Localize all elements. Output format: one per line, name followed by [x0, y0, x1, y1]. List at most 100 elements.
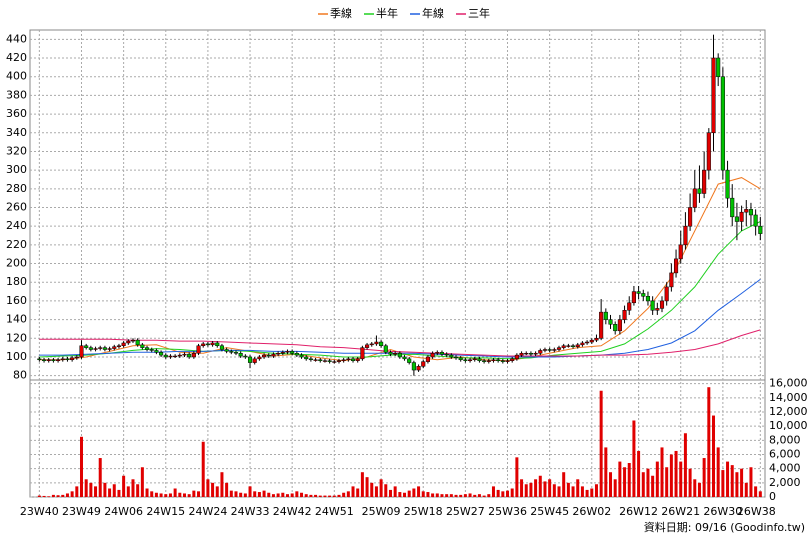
candle-body — [65, 358, 70, 361]
y-tick-label: 220 — [6, 238, 27, 251]
candle-body — [140, 344, 145, 348]
volume-bar — [604, 447, 608, 497]
candle-body — [716, 57, 721, 77]
volume-bar — [98, 458, 102, 497]
volume-bar — [585, 489, 589, 497]
candle-body — [589, 339, 594, 343]
volume-bar — [384, 484, 388, 497]
volume-bar — [435, 493, 439, 497]
volume-bar — [740, 468, 744, 497]
candle-body — [753, 214, 758, 227]
candle-body — [683, 225, 688, 246]
candle-body — [327, 360, 332, 362]
volume-bar — [332, 495, 336, 497]
y-tick-label: 300 — [6, 163, 27, 176]
volume-bar — [220, 472, 224, 497]
candle-body — [571, 345, 576, 347]
legend-label: 年線 — [422, 6, 444, 20]
candle-body — [435, 352, 440, 354]
candle-body — [280, 352, 285, 354]
candle-body — [360, 347, 365, 360]
candle-body — [599, 311, 604, 339]
volume-bar — [346, 491, 350, 497]
candle-body — [98, 347, 103, 349]
x-tick-label: 24W06 — [104, 505, 143, 518]
volume-bar — [75, 486, 79, 497]
volume-bar — [473, 494, 477, 497]
volume-bar — [693, 479, 697, 497]
volume-bar — [94, 486, 98, 497]
volume-bar — [154, 492, 158, 497]
volume-bar — [136, 484, 140, 497]
x-tick-label: 26W30 — [703, 505, 742, 518]
volume-bar — [257, 492, 261, 497]
volume-bar — [122, 475, 126, 497]
volume-bar — [379, 479, 383, 497]
candle-body — [341, 359, 346, 361]
x-tick-label: 23W49 — [62, 505, 101, 518]
candle-body — [177, 354, 182, 357]
candle-body — [388, 352, 393, 355]
volume-bar — [393, 486, 397, 497]
ma-line — [39, 329, 761, 357]
candle-body — [102, 347, 107, 350]
candle-body — [70, 357, 75, 361]
volume-bar — [562, 472, 566, 497]
candle-body — [163, 354, 168, 358]
candle-body — [271, 353, 276, 357]
volume-bar — [37, 495, 41, 497]
candle-body — [491, 359, 496, 361]
volume-bar — [758, 491, 762, 497]
x-tick-label: 24W51 — [315, 505, 354, 518]
x-tick-label: 25W36 — [488, 505, 527, 518]
volume-bar — [351, 486, 355, 497]
ma-line — [39, 221, 761, 360]
volume-bar — [665, 467, 669, 497]
volume-bar — [365, 477, 369, 497]
candle-body — [730, 197, 735, 218]
volume-bar — [637, 450, 641, 497]
candle-body — [734, 216, 739, 222]
volume-bar — [295, 491, 299, 497]
y-tick-label: 360 — [6, 107, 27, 120]
volume-bar — [47, 496, 51, 497]
volume-bar — [496, 489, 500, 497]
volume-bar — [70, 491, 74, 497]
volume-bar — [697, 482, 701, 497]
volume-bar — [328, 495, 332, 497]
candle-body — [191, 352, 196, 358]
x-tick-label: 23W40 — [20, 505, 59, 518]
volume-bar — [314, 494, 318, 497]
candle-body — [669, 272, 674, 288]
volume-bar — [164, 494, 168, 497]
volume-bar — [103, 482, 107, 497]
candle-body — [46, 359, 51, 361]
volume-bar — [173, 488, 177, 497]
candle-body — [636, 291, 641, 294]
volume-bar — [538, 475, 542, 497]
candle-body — [758, 225, 763, 234]
volume-bar — [304, 494, 308, 497]
y2-tick-label: 2,000 — [769, 476, 801, 489]
volume-bar — [108, 488, 112, 497]
volume-bar — [150, 491, 154, 497]
volume-bar — [126, 486, 130, 497]
candle-body — [458, 357, 463, 361]
volume-bar — [56, 495, 60, 497]
candle-body — [393, 352, 398, 355]
candle-body — [257, 356, 262, 360]
candle-body — [233, 352, 239, 354]
volume-bar — [506, 490, 510, 497]
candle-body — [425, 356, 430, 362]
candle-body — [266, 354, 271, 357]
volume-bar — [253, 491, 257, 497]
y-tick-label: 100 — [6, 350, 27, 363]
candle-body — [336, 360, 342, 362]
volume-bar — [702, 458, 706, 497]
volume-bar — [84, 479, 88, 497]
candle-body — [566, 345, 571, 347]
candle-body — [580, 342, 585, 346]
volume-bar — [206, 479, 210, 497]
candle-body — [60, 358, 65, 361]
candle-body — [116, 345, 121, 347]
